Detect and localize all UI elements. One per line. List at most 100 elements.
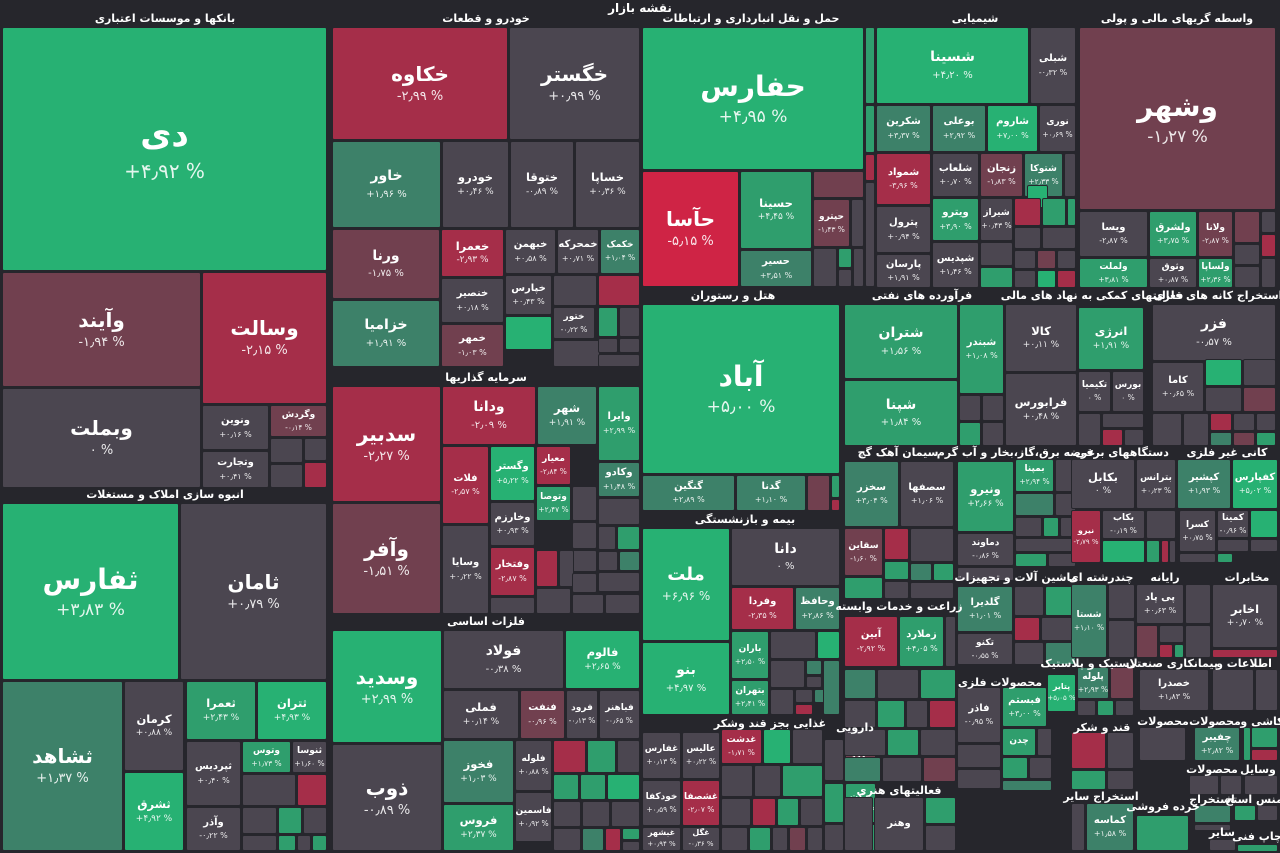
stock-tile-small[interactable] (981, 268, 1012, 287)
stock-tile-small[interactable] (1015, 643, 1043, 664)
stock-tile-small[interactable] (1244, 388, 1275, 411)
stock-tile-small[interactable] (832, 476, 839, 497)
stock-tile-small[interactable] (1046, 643, 1075, 664)
stock-tile-small[interactable] (866, 28, 874, 103)
stock-tile[interactable]: غبشهر +۰٫۹۴ % (643, 828, 680, 850)
stock-tile-small[interactable] (1235, 267, 1259, 287)
stock-tile[interactable]: ولملت +۳٫۸۱ % (1080, 259, 1147, 287)
stock-tile[interactable]: ویترو +۳٫۹۰ % (933, 199, 978, 240)
stock-tile-small[interactable] (618, 741, 639, 772)
stock-tile[interactable]: کرمان +۰٫۸۸ % (125, 682, 183, 770)
stock-tile[interactable]: غدشت -۱٫۷۱ % (722, 730, 761, 763)
stock-tile-small[interactable] (885, 529, 908, 559)
stock-tile[interactable]: خودکفا +۰٫۵۹ % (643, 781, 680, 825)
stock-tile[interactable]: شمواد -۳٫۹۶ % (877, 154, 930, 204)
stock-tile-small[interactable] (1206, 360, 1241, 385)
stock-tile[interactable]: وحافظ +۲٫۸۶ % (796, 588, 839, 629)
stock-tile-small[interactable] (599, 339, 617, 352)
stock-tile[interactable]: خساپا +۰٫۳۶ % (576, 142, 639, 227)
stock-tile-small[interactable] (1125, 430, 1143, 445)
stock-tile[interactable]: وسایا +۰٫۲۲ % (443, 526, 488, 613)
stock-tile[interactable]: خزامیا +۱٫۹۱ % (333, 301, 439, 366)
stock-tile-small[interactable] (790, 828, 805, 850)
stock-tile-small[interactable] (801, 799, 822, 825)
stock-tile[interactable]: آباد +۵٫۰۰ % (643, 305, 839, 473)
stock-tile-small[interactable] (1252, 728, 1277, 747)
stock-tile-small[interactable] (1072, 771, 1105, 789)
stock-tile-small[interactable] (243, 836, 276, 850)
stock-tile-small[interactable] (1038, 729, 1051, 755)
stock-tile[interactable]: وآذر -۰٫۲۲ % (187, 808, 240, 850)
stock-tile-small[interactable] (1245, 776, 1277, 794)
stock-tile-small[interactable] (825, 740, 843, 780)
stock-tile-small[interactable] (1015, 271, 1035, 287)
stock-tile-small[interactable] (1160, 645, 1172, 657)
stock-tile-small[interactable] (1003, 758, 1027, 778)
stock-tile-small[interactable] (1015, 199, 1040, 225)
stock-tile[interactable]: وشهر -۱٫۲۷ % (1080, 28, 1275, 209)
stock-tile-small[interactable] (583, 802, 609, 826)
stock-tile-small[interactable] (1016, 518, 1041, 536)
stock-tile-small[interactable] (1015, 587, 1043, 615)
stock-tile-small[interactable] (808, 476, 829, 510)
stock-tile[interactable]: خکمک +۱٫۰۴ % (601, 230, 639, 273)
stock-tile[interactable]: وتجارت +۰٫۴۱ % (203, 452, 268, 487)
stock-tile-small[interactable] (491, 598, 534, 613)
stock-tile-small[interactable] (1186, 585, 1210, 623)
stock-tile-small[interactable] (1098, 701, 1113, 715)
stock-tile[interactable]: ولانا -۲٫۸۷ % (1199, 212, 1232, 256)
stock-tile-small[interactable] (926, 826, 955, 850)
stock-tile-small[interactable] (1111, 668, 1133, 698)
stock-tile[interactable]: عالیس +۰٫۲۲ % (683, 733, 719, 778)
stock-tile-small[interactable] (1251, 540, 1277, 551)
stock-tile-small[interactable] (271, 439, 302, 462)
stock-tile[interactable]: شکرین +۳٫۳۷ % (877, 106, 930, 151)
stock-tile[interactable]: چدن (1003, 729, 1035, 755)
stock-tile-small[interactable] (1175, 645, 1183, 657)
stock-tile-small[interactable] (1058, 251, 1075, 268)
stock-tile[interactable]: کمینا -۰٫۹۶ % (1218, 511, 1248, 537)
stock-tile[interactable]: فرود -۰٫۱۳ % (567, 691, 597, 738)
stock-tile[interactable]: وایرا +۲٫۹۹ % (599, 387, 639, 460)
stock-tile[interactable]: فبستم +۳٫۰۰ % (1003, 688, 1046, 726)
stock-tile[interactable]: حسینا +۴٫۴۵ % (741, 172, 811, 248)
stock-tile-small[interactable] (825, 784, 843, 822)
stock-tile[interactable]: خمهر -۱٫۰۳ % (442, 325, 503, 366)
stock-tile[interactable]: وگردش -۰٫۱۴ % (271, 406, 326, 436)
stock-tile-small[interactable] (620, 308, 639, 336)
stock-tile[interactable]: کالا +۰٫۱۱ % (1006, 305, 1076, 371)
stock-tile-small[interactable] (1256, 670, 1277, 710)
stock-tile[interactable]: اخابر +۰٫۷۰ % (1213, 585, 1277, 647)
stock-tile-small[interactable] (960, 423, 980, 445)
stock-tile[interactable]: وسالت -۲٫۱۵ % (203, 273, 326, 403)
stock-tile[interactable]: زنجان -۱٫۸۳ % (981, 154, 1022, 196)
stock-tile[interactable]: وخارزم +۰٫۹۳ % (491, 503, 534, 545)
stock-tile-small[interactable] (573, 595, 603, 613)
stock-tile-small[interactable] (845, 758, 880, 781)
stock-tile-small[interactable] (1234, 414, 1254, 430)
stock-tile-small[interactable] (771, 690, 793, 714)
stock-tile[interactable]: سخزر +۳٫۰۴ % (845, 462, 898, 526)
stock-tile-small[interactable] (814, 249, 836, 286)
stock-tile-small[interactable] (1206, 388, 1241, 411)
stock-tile[interactable]: کفپارس +۵٫۰۲ % (1233, 460, 1277, 508)
stock-tile[interactable]: ثشاهد +۱٫۳۷ % (3, 682, 122, 850)
stock-tile[interactable]: خنصیر +۰٫۱۸ % (442, 279, 503, 322)
stock-tile-small[interactable] (599, 276, 639, 305)
stock-tile[interactable]: بکاب -۰٫۱۹ % (1103, 511, 1144, 538)
stock-tile[interactable]: ذوب -۰٫۸۹ % (333, 745, 441, 850)
stock-tile-small[interactable] (1170, 541, 1175, 562)
stock-tile-small[interactable] (1058, 271, 1075, 287)
stock-tile-small[interactable] (554, 741, 585, 772)
stock-tile-small[interactable] (845, 730, 885, 755)
stock-tile[interactable]: ودانا -۲٫۰۹ % (443, 387, 535, 444)
stock-tile[interactable]: وکادو +۱٫۴۸ % (599, 463, 639, 496)
stock-tile-small[interactable] (1103, 414, 1143, 427)
stock-tile[interactable]: تکنو -۰٫۵۵ % (958, 634, 1012, 664)
stock-tile[interactable]: پارسان +۱٫۹۱ % (877, 255, 930, 287)
stock-tile-small[interactable] (1140, 728, 1185, 760)
stock-tile-small[interactable] (1015, 228, 1040, 248)
stock-tile-small[interactable] (305, 463, 326, 487)
stock-tile[interactable]: معیار -۲٫۸۴ % (537, 447, 570, 484)
stock-tile-small[interactable] (1235, 245, 1259, 264)
